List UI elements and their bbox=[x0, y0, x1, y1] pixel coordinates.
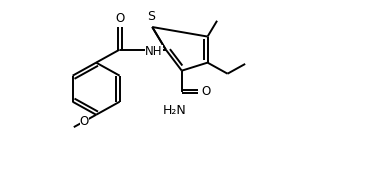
Text: O: O bbox=[115, 12, 124, 25]
Text: O: O bbox=[80, 115, 89, 128]
Text: H₂N: H₂N bbox=[163, 104, 187, 117]
Text: O: O bbox=[201, 85, 210, 98]
Text: S: S bbox=[147, 10, 155, 23]
Text: NH: NH bbox=[146, 45, 163, 58]
